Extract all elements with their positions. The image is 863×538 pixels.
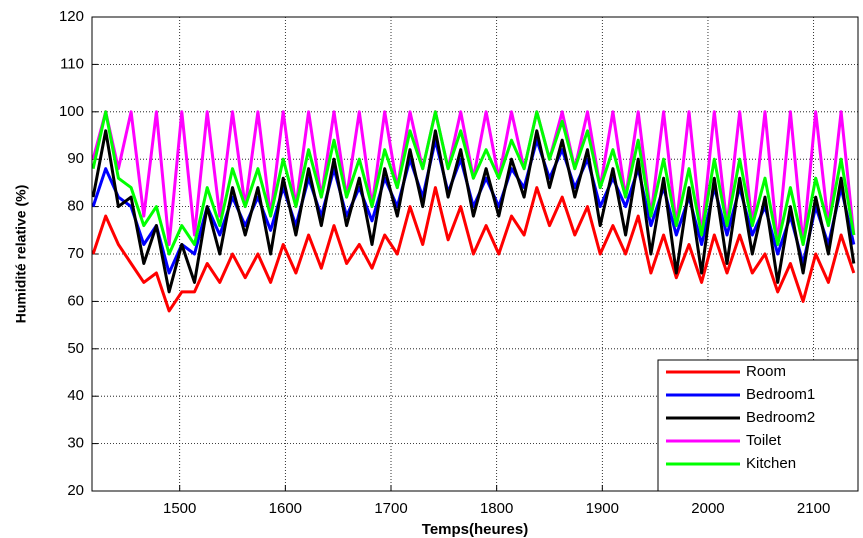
y-tick-label: 70 [67,245,84,262]
legend: Room Bedroom1 Bedroom2 Toilet Kitchen [657,359,859,492]
x-tick-label: 1900 [586,500,619,517]
x-axis-label: Temps(heures) [422,521,528,538]
legend-box [657,359,859,492]
y-tick-label: 50 [67,340,84,357]
data-line [92,138,856,275]
y-axis-label: Humidité relative (%) [13,185,29,323]
y-tick-label: 80 [67,198,84,215]
legend-label: Bedroom1 [746,386,815,403]
legend-label: Kitchen [746,455,796,472]
plot-frame [91,16,859,492]
legend-label: Toilet [746,432,782,449]
y-tick-label: 30 [67,435,84,452]
y-tick-label: 120 [59,8,84,25]
y-tick-label: 40 [67,387,84,404]
y-tick-label: 100 [59,103,84,120]
x-tick-label: 1700 [374,500,407,517]
y-tick-label: 60 [67,292,84,309]
data-line [92,110,856,256]
x-tick-label: 1600 [269,500,302,517]
x-tick-label: 2000 [691,500,724,517]
legend-label: Bedroom2 [746,409,815,426]
y-tick-label: 90 [67,150,84,167]
x-tick-label: 1500 [163,500,196,517]
x-tick-label: 1800 [480,500,513,517]
data-line [92,186,856,313]
y-tick-label: 20 [67,482,84,499]
x-tick-label: 2100 [797,500,830,517]
y-tick-label: 110 [60,55,84,72]
data-line [92,129,856,294]
legend-label: Room [746,363,786,380]
